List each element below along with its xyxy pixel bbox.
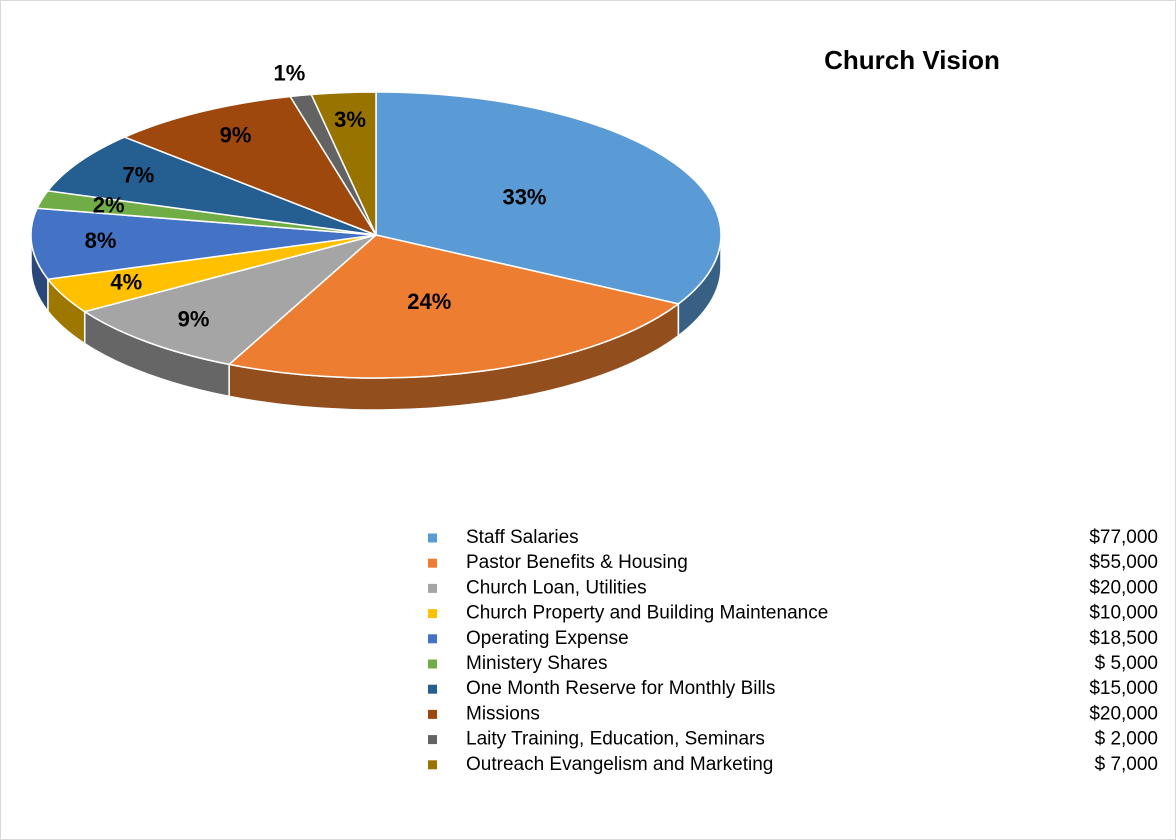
slice [310,91,377,236]
legend: Staff Salaries $77,000 Pastor Benefits & H… [428,527,1158,775]
data-label: 33% [502,184,546,209]
slice [375,91,722,305]
data-label: 2% [93,192,125,217]
chart-title: Church Vision [824,45,1000,75]
legend-amount: $77,000 [1089,527,1158,548]
slice [30,207,377,280]
data-label: 9% [220,122,252,147]
data-label: 9% [178,307,210,332]
legend-amount: $55,000 [1089,552,1158,573]
data-label: 1% [274,60,306,85]
data-label: 4% [110,270,142,295]
legend-label: Ministery Shares [466,653,608,674]
data-label: 24% [407,289,451,314]
legend-label: Church Loan, Utilities [466,577,647,598]
legend-amount: $10,000 [1089,603,1158,624]
legend-amount: $ 5,000 [1095,653,1158,674]
data-label: 3% [334,107,366,132]
legend-swatch [428,609,437,619]
legend-swatch [428,760,437,770]
legend-label: Pastor Benefits & Housing [466,552,688,573]
legend-swatch [428,709,437,719]
legend-label: Staff Salaries [466,527,579,548]
legend-amount: $20,000 [1089,703,1158,724]
legend-swatch [428,583,437,593]
legend-swatch [428,659,437,669]
data-label: 7% [123,163,155,188]
pie-tops [30,91,722,379]
legend-amount: $20,000 [1089,577,1158,598]
legend-swatch [428,558,437,568]
legend-label: One Month Reserve for Monthly Bills [466,678,775,699]
slice [82,234,377,366]
data-label: 8% [85,228,117,253]
legend-amount: $ 7,000 [1095,754,1158,775]
legend-swatch [428,634,437,644]
legend-label: Outreach Evangelism and Marketing [466,754,773,775]
pie-labels: 33% 24% 9% 4% 8% 2% 7% 9% 1% 3% [85,60,547,331]
legend-label: Church Property and Building Maintenance [466,603,828,624]
legend-swatch [428,735,437,745]
legend-amount: $18,500 [1089,628,1158,649]
legend-label: Laity Training, Education, Seminars [466,729,765,750]
slice [122,95,378,237]
legend-amount: $15,000 [1089,678,1158,699]
legend-swatch [428,533,437,543]
slice [227,234,681,379]
legend-label: Missions [466,703,540,724]
legend-label: Operating Expense [466,628,629,649]
legend-amount: $ 2,000 [1095,729,1158,750]
slice [46,136,377,236]
legend-swatch [428,684,437,694]
